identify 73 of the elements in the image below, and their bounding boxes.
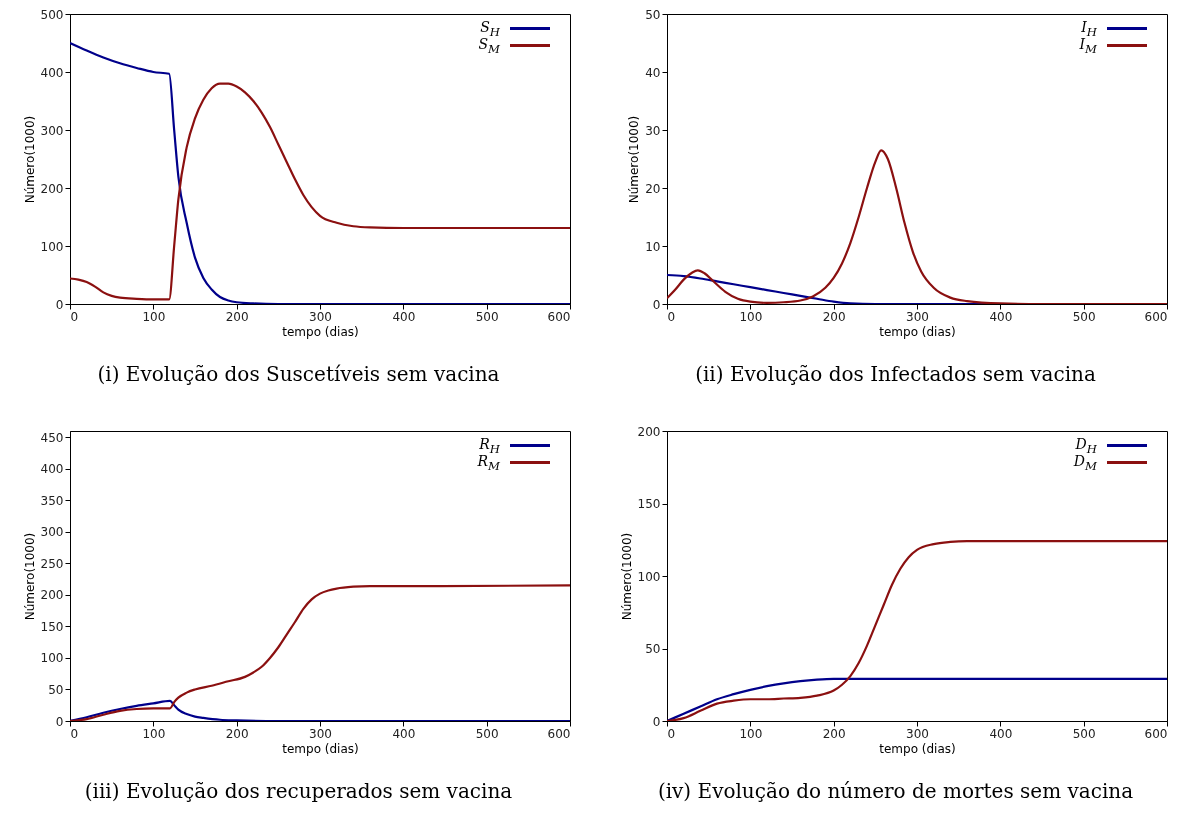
- y-tick-label: 100: [637, 569, 661, 584]
- y-tick-label: 30: [645, 123, 661, 138]
- x-tick-label: 600: [547, 726, 571, 741]
- text: (iii) Evolução dos recuperados sem vacina: [83, 779, 514, 803]
- x-tick-label: 200: [822, 309, 846, 324]
- x-tick-label: 0: [667, 726, 676, 741]
- y-tick-label: 0: [55, 714, 64, 729]
- y-axis-title: Número(1000): [619, 532, 634, 621]
- y-tick-label: 350: [40, 493, 64, 508]
- y-tick-label: 50: [645, 7, 661, 22]
- y-tick-label: 200: [40, 588, 64, 603]
- y-tick-label: 150: [637, 497, 661, 511]
- y-tick-label: 300: [40, 525, 64, 540]
- x-tick-label: 200: [225, 309, 249, 324]
- x-tick-label: 400: [989, 309, 1013, 324]
- y-tick-label: 50: [48, 682, 64, 697]
- y-tick-label: 0: [55, 297, 64, 312]
- x-tick-label: 500: [475, 309, 499, 324]
- line-series: [70, 82, 570, 301]
- x-tick-label: 100: [739, 726, 763, 741]
- x-tick-label: 400: [392, 309, 416, 324]
- x-tick-label: 200: [822, 726, 846, 741]
- y-axis-title: Número(1000): [627, 115, 642, 204]
- y-tick-label: 300: [40, 123, 64, 138]
- y-tick-label: 400: [40, 462, 64, 477]
- y-tick-label: 50: [645, 642, 661, 656]
- x-axis-title: tempo (dias): [282, 324, 359, 339]
- x-tick-label: 300: [309, 309, 332, 324]
- y-tick-label: 500: [40, 7, 64, 22]
- y-tick-label: 150: [40, 619, 64, 634]
- x-tick-label: 500: [1072, 309, 1096, 324]
- x-tick-label: 600: [1144, 309, 1168, 324]
- x-tick-label: 300: [906, 309, 929, 324]
- x-tick-label: 400: [989, 726, 1013, 741]
- y-axis-title: Número(1000): [22, 532, 37, 621]
- x-tick-label: 0: [70, 309, 79, 324]
- text: (iv) Evolução do número de mortes sem vacina: [656, 779, 1135, 803]
- text: (ii) Evolução dos Infectados sem vacina: [694, 362, 1097, 386]
- x-tick-label: 0: [667, 309, 676, 324]
- x-tick-label: 100: [142, 726, 166, 741]
- y-tick-label: 0: [652, 714, 661, 729]
- line-series: [667, 149, 1167, 304]
- x-tick-label: 600: [547, 309, 571, 324]
- x-axis-title: tempo (dias): [879, 741, 956, 756]
- x-tick-label: 100: [739, 309, 763, 324]
- text: (i) Evolução dos Suscetíveis sem vacina: [96, 362, 501, 386]
- y-tick-label: 100: [40, 239, 64, 254]
- y-axis-title: Número(1000): [22, 115, 37, 204]
- y-tick-label: 0: [652, 297, 661, 312]
- x-tick-label: 600: [1144, 726, 1168, 741]
- x-tick-label: 300: [309, 726, 332, 741]
- x-tick-label: 0: [70, 726, 79, 741]
- y-tick-label: 20: [645, 181, 661, 196]
- x-tick-label: 300: [906, 726, 929, 741]
- y-tick-label: 10: [645, 239, 661, 254]
- x-tick-label: 500: [1072, 726, 1096, 741]
- y-tick-label: 200: [637, 424, 661, 439]
- x-tick-label: 200: [225, 726, 249, 741]
- line-series: [667, 677, 1167, 721]
- line-series: [70, 699, 570, 721]
- x-tick-label: 500: [475, 726, 499, 741]
- y-tick-label: 200: [40, 181, 64, 196]
- y-tick-label: 450: [40, 430, 64, 445]
- x-axis-title: tempo (dias): [282, 741, 359, 756]
- line-series: [70, 584, 570, 721]
- y-tick-label: 400: [40, 65, 64, 80]
- y-tick-label: 40: [645, 65, 661, 80]
- y-tick-label: 100: [40, 651, 64, 666]
- x-tick-label: 100: [142, 309, 166, 324]
- y-tick-label: 250: [40, 556, 64, 571]
- x-axis-title: tempo (dias): [879, 324, 956, 339]
- line-series: [667, 540, 1167, 721]
- x-tick-label: 400: [392, 726, 416, 741]
